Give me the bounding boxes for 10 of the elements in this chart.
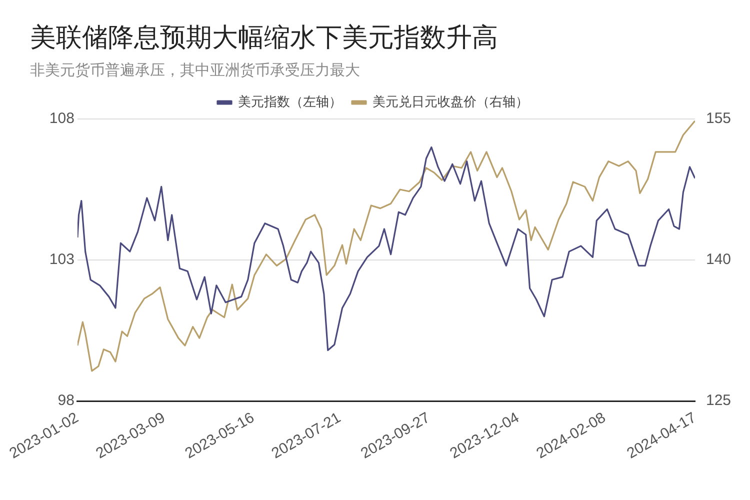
y-tick-label: 108: [49, 110, 74, 128]
y-tick-label: 103: [49, 251, 74, 268]
legend-label: 美元兑日元收盘价（右轴）: [372, 94, 528, 110]
chart-subtitle: 非美元货币普遍承压，其中亚洲货币承受压力最大: [30, 61, 361, 80]
chart-title: 美联储降息预期大幅缩水下美元指数升高: [30, 21, 499, 54]
legend-label: 美元指数（左轴）: [238, 94, 342, 110]
y-tick-label: 98: [58, 392, 74, 410]
y2-tick-label: 140: [706, 251, 732, 268]
y2-tick-label: 125: [706, 392, 732, 410]
y2-tick-label: 155: [706, 110, 732, 128]
